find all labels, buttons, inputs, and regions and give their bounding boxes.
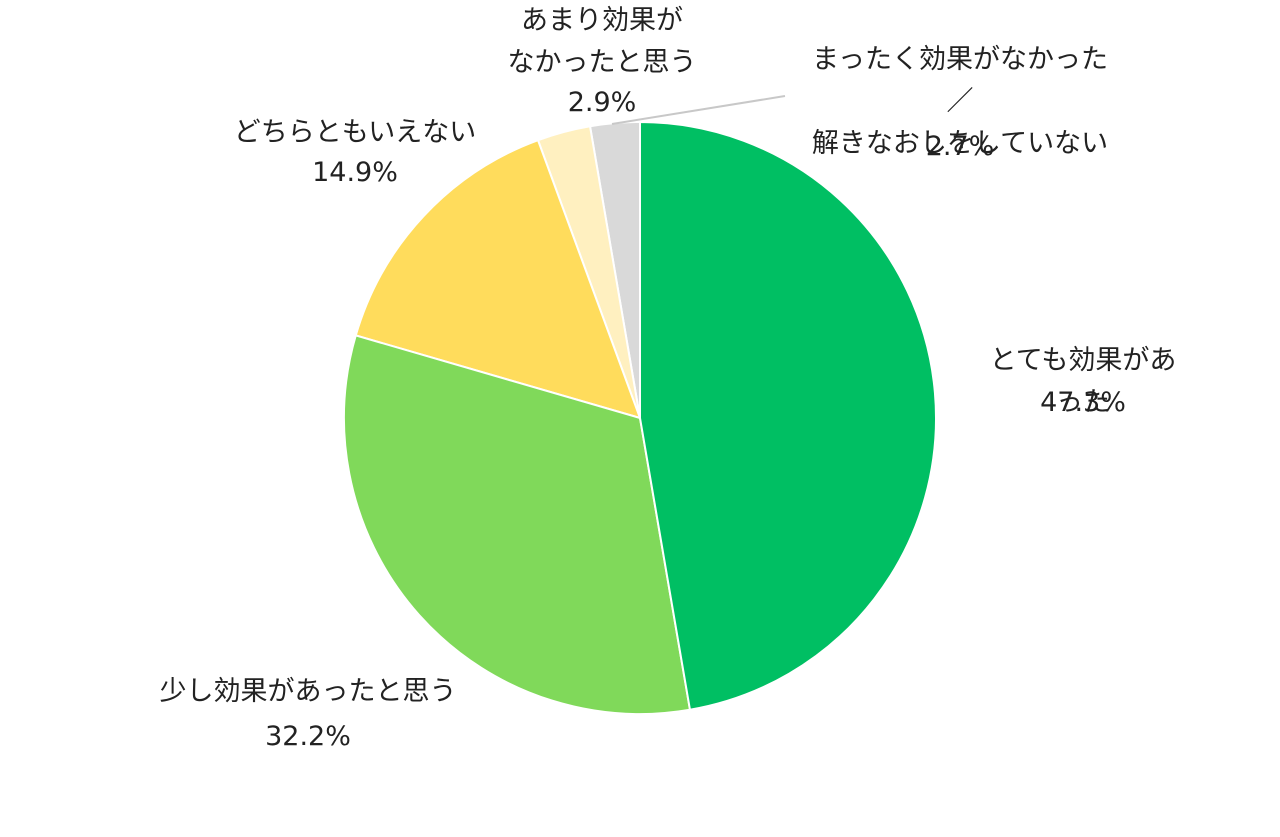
slice-label: あまり効果が なかったと思う (507, 5, 697, 78)
slice-label: 少し効果があったと思う (159, 676, 457, 707)
slice-label: とても効果があった (989, 345, 1177, 418)
pie-slice (639, 120, 937, 711)
pie-slice (343, 334, 692, 715)
value-label: 47.3% (1040, 387, 1126, 418)
value-label: 32.2% (265, 721, 351, 752)
pie-slice (354, 138, 642, 420)
value-label: 14.9% (312, 157, 398, 188)
slice-label: まったく効果がなかった／ 解きなおしをしていない (811, 44, 1109, 159)
value-label: 2.9% (567, 87, 637, 118)
slice-label: どちらともいえない (233, 117, 477, 148)
leader-line (611, 95, 786, 125)
value-label: 2.7% (925, 131, 995, 162)
